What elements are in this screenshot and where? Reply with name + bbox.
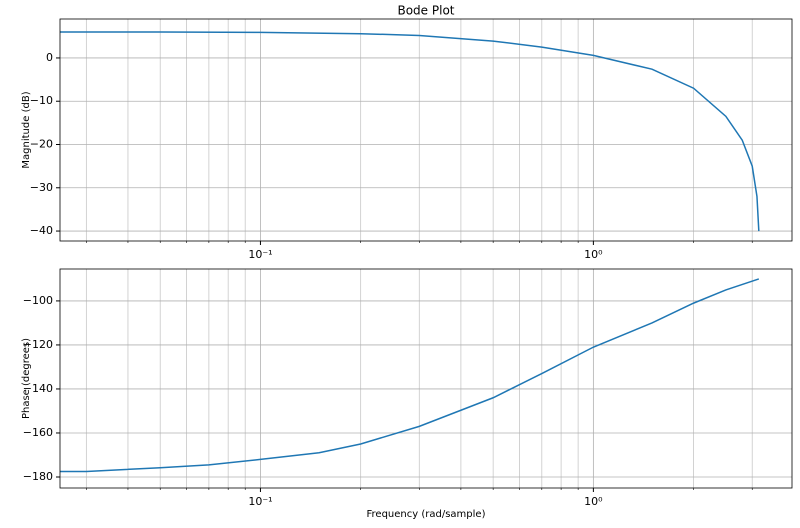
x-tick-label: 10⁻¹ [248,495,272,508]
x-tick-label: 10⁻¹ [248,248,272,261]
y-tick-label: −180 [23,470,53,483]
y-tick-label: −30 [30,181,53,194]
y-axis-label: Magnitude (dB) [21,91,32,168]
y-tick-label: −100 [23,294,53,307]
y-tick-label: −120 [23,338,53,351]
axes-frame [59,18,793,242]
y-tick-label: −20 [30,137,53,150]
y-tick-label: 0 [46,51,53,64]
line [60,278,760,473]
y-tick-label: −40 [30,224,53,237]
y-tick-label: −140 [23,382,53,395]
y-axis-label: Phase (degrees) [21,338,32,419]
x-tick-label: 10⁰ [584,248,603,261]
y-tick-label: −10 [30,94,53,107]
chart-title: Bode Plot [397,4,454,18]
line [60,31,760,232]
y-tick-label: −160 [23,426,53,439]
x-tick-label: 10⁰ [584,495,603,508]
axes-frame [59,268,793,489]
x-axis-label: Frequency (rad/sample) [367,509,486,520]
